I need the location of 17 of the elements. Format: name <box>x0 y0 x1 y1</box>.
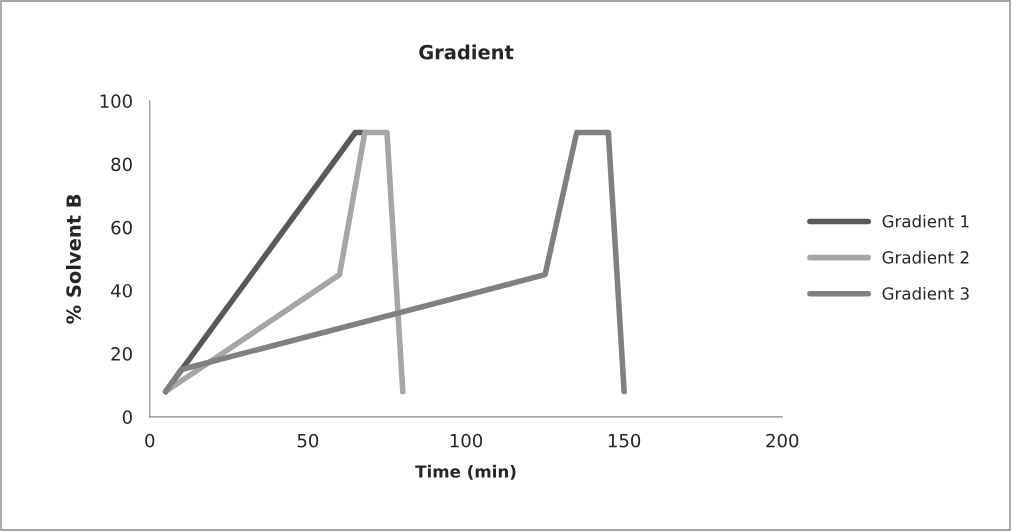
y-axis-title: % Solvent B <box>65 194 81 324</box>
legend-label: Gradient 3 <box>882 286 969 300</box>
x-axis-title: Time (min) <box>415 464 516 480</box>
y-tick-label: 20 <box>111 347 132 361</box>
y-tick-label: 40 <box>111 283 132 298</box>
x-tick-label: 200 <box>766 433 799 448</box>
y-tick-label: 80 <box>111 157 132 172</box>
y-tick-label: 100 <box>100 94 132 109</box>
y-tick-label: 0 <box>122 410 132 424</box>
x-tick-label: 0 <box>145 433 155 448</box>
x-tick-label: 100 <box>450 433 483 448</box>
legend-label: Gradient 1 <box>882 214 969 228</box>
x-tick-label: 50 <box>297 433 319 448</box>
legend-label: Gradient 2 <box>882 250 969 264</box>
x-tick-label: 150 <box>608 433 641 448</box>
chart-title: Gradient <box>419 44 514 60</box>
y-tick-label: 60 <box>111 220 132 235</box>
